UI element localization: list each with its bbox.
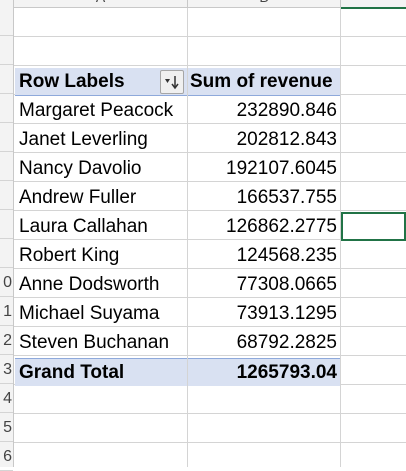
row-number[interactable]: [0, 211, 13, 239]
pivot-row-label[interactable]: Laura Callahan: [19, 216, 148, 237]
gridline-horizontal: [14, 413, 406, 414]
row-number[interactable]: [0, 37, 13, 65]
pivot-row-value[interactable]: 124568.235: [236, 245, 337, 266]
row-number[interactable]: [0, 8, 13, 36]
row-number[interactable]: [0, 66, 13, 94]
row-number[interactable]: [0, 95, 13, 123]
pivot-row-label[interactable]: Anne Dodsworth: [19, 274, 160, 295]
pivot-row-label[interactable]: Margaret Peacock: [19, 100, 174, 121]
gridline-horizontal: [14, 268, 406, 269]
pivot-row-value[interactable]: 232890.846: [236, 100, 337, 121]
column-header-b[interactable]: B: [188, 0, 341, 8]
row-number[interactable]: 1: [0, 298, 13, 326]
gridline-horizontal: [14, 297, 406, 298]
pivot-grand-total-label[interactable]: Grand Total: [15, 358, 187, 386]
pivot-row-value[interactable]: 73913.1295: [236, 303, 337, 324]
pivot-row-label[interactable]: Andrew Fuller: [19, 187, 137, 208]
pivot-grand-total-value[interactable]: 1265793.04: [188, 358, 340, 386]
pivot-value-header[interactable]: Sum of revenue: [188, 68, 340, 96]
pivot-row-label[interactable]: Michael Suyama: [19, 303, 160, 324]
sort-descending-filter-icon[interactable]: [160, 70, 184, 94]
row-number[interactable]: [0, 124, 13, 152]
pivot-row-value[interactable]: 126862.2775: [226, 216, 337, 237]
row-number[interactable]: 0: [0, 269, 13, 297]
row-number[interactable]: 3: [0, 356, 13, 384]
gridline-horizontal: [14, 65, 406, 66]
gridline-horizontal: [14, 36, 406, 37]
row-number[interactable]: 5: [0, 414, 13, 442]
row-number[interactable]: [0, 182, 13, 210]
gridline-vertical: [340, 8, 341, 467]
pivot-row-value[interactable]: 68792.2825: [236, 332, 337, 353]
column-header-a[interactable]: A: [14, 0, 188, 8]
pivot-row-label[interactable]: Nancy Davolio: [19, 158, 142, 179]
pivot-row-label[interactable]: Robert King: [19, 245, 120, 266]
pivot-row-label[interactable]: Steven Buchanan: [19, 332, 170, 353]
row-number[interactable]: [0, 153, 13, 181]
pivot-row-value[interactable]: 192107.6045: [226, 158, 337, 179]
row-number[interactable]: 4: [0, 385, 13, 413]
column-selection-indicator: [341, 7, 406, 9]
gridline-horizontal: [14, 123, 406, 124]
gridline-horizontal: [14, 442, 406, 443]
gridline-horizontal: [14, 181, 406, 182]
gridline-horizontal: [14, 152, 406, 153]
row-number[interactable]: [0, 240, 13, 268]
gridline-horizontal: [14, 355, 406, 356]
pivot-row-label[interactable]: Janet Leverling: [19, 129, 148, 150]
gridline-horizontal: [14, 326, 406, 327]
row-number[interactable]: 2: [0, 327, 13, 355]
pivot-row-labels-header[interactable]: Row Labels: [15, 68, 187, 96]
active-cell-selection[interactable]: [341, 212, 406, 241]
pivot-row-value[interactable]: 166537.755: [236, 187, 337, 208]
pivot-row-value[interactable]: 77308.0665: [236, 274, 337, 295]
row-header-strip: [0, 0, 14, 467]
pivot-row-value[interactable]: 202812.843: [236, 129, 337, 150]
gridline-horizontal: [14, 239, 406, 240]
gridline-vertical: [187, 8, 188, 467]
gridline-horizontal: [14, 210, 406, 211]
